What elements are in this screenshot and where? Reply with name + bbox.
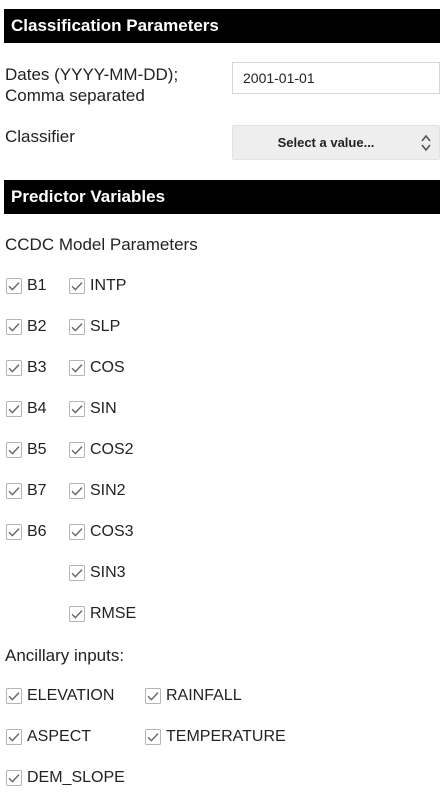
checkbox-coef-sin[interactable]: SIN — [69, 398, 117, 420]
checkbox-coef-cos3[interactable]: COS3 — [69, 521, 134, 543]
checkbox-checked-icon — [6, 483, 22, 499]
checkbox-checked-icon — [69, 483, 85, 499]
checkbox-checked-icon — [6, 688, 22, 704]
checkbox-label: SIN — [90, 400, 117, 417]
checkbox-checked-icon — [69, 278, 85, 294]
checkbox-band-b5[interactable]: B5 — [6, 439, 47, 461]
checkbox-checked-icon — [145, 688, 161, 704]
checkbox-aspect[interactable]: ASPECT — [6, 726, 91, 748]
checkbox-checked-icon — [6, 278, 22, 294]
classifier-select-value: Select a value... — [277, 135, 375, 150]
checkbox-band-b6[interactable]: B6 — [6, 521, 47, 543]
checkbox-band-b2[interactable]: B2 — [6, 316, 47, 338]
dates-label-line2: Comma separated — [5, 86, 145, 105]
checkbox-coef-intp[interactable]: INTP — [69, 275, 126, 297]
checkbox-label: SIN2 — [90, 482, 126, 499]
checkbox-checked-icon — [145, 729, 161, 745]
checkbox-band-b4[interactable]: B4 — [6, 398, 47, 420]
checkbox-label: ASPECT — [27, 728, 92, 745]
classification-parameters-header: Classification Parameters — [4, 9, 440, 43]
predictor-variables-header: Predictor Variables — [4, 180, 440, 214]
checkbox-checked-icon — [6, 319, 22, 335]
checkbox-checked-icon — [6, 770, 22, 786]
classifier-select[interactable]: Select a value... — [232, 125, 440, 160]
checkbox-label: ELEVATION — [27, 687, 115, 704]
checkbox-elevation[interactable]: ELEVATION — [6, 685, 114, 707]
checkbox-coef-cos2[interactable]: COS2 — [69, 439, 134, 461]
ccdc-model-parameters-label: CCDC Model Parameters — [5, 235, 198, 254]
dates-input[interactable] — [232, 62, 440, 94]
up-down-arrows-icon — [421, 135, 431, 151]
checkbox-label: INTP — [90, 277, 127, 294]
checkbox-band-b1[interactable]: B1 — [6, 275, 47, 297]
checkbox-coef-cos[interactable]: COS — [69, 357, 125, 379]
checkbox-checked-icon — [69, 565, 85, 581]
checkbox-label: RAINFALL — [166, 687, 242, 704]
checkbox-label: COS3 — [90, 523, 134, 540]
checkbox-label: DEM_SLOPE — [27, 769, 125, 786]
checkbox-temperature[interactable]: TEMPERATURE — [145, 726, 286, 748]
checkbox-checked-icon — [69, 442, 85, 458]
checkbox-checked-icon — [6, 729, 22, 745]
checkbox-checked-icon — [6, 442, 22, 458]
checkbox-checked-icon — [69, 524, 85, 540]
ancillary-inputs-label: Ancillary inputs: — [5, 646, 125, 665]
checkbox-label: B3 — [27, 359, 47, 376]
checkbox-label: B1 — [27, 277, 47, 294]
classifier-label: Classifier — [5, 127, 75, 146]
checkbox-coef-sin3[interactable]: SIN3 — [69, 562, 126, 584]
checkbox-band-b3[interactable]: B3 — [6, 357, 47, 379]
checkbox-label: RMSE — [90, 605, 137, 622]
checkbox-checked-icon — [6, 524, 22, 540]
checkbox-rainfall[interactable]: RAINFALL — [145, 685, 242, 707]
checkbox-coef-rmse[interactable]: RMSE — [69, 603, 136, 625]
dates-label-line1: Dates (YYYY-MM-DD); — [5, 65, 179, 84]
checkbox-checked-icon — [6, 360, 22, 376]
checkbox-dem-slope[interactable]: DEM_SLOPE — [6, 767, 125, 789]
checkbox-label: B6 — [27, 523, 47, 540]
dates-label: Dates (YYYY-MM-DD); Comma separated — [5, 64, 178, 106]
checkbox-label: COS — [90, 359, 125, 376]
checkbox-checked-icon — [69, 319, 85, 335]
checkbox-label: TEMPERATURE — [166, 728, 286, 745]
checkbox-checked-icon — [69, 360, 85, 376]
checkbox-coef-slp[interactable]: SLP — [69, 316, 120, 338]
checkbox-coef-sin2[interactable]: SIN2 — [69, 480, 126, 502]
checkbox-label: B7 — [27, 482, 47, 499]
checkbox-label: B4 — [27, 400, 47, 417]
checkbox-label: B5 — [27, 441, 47, 458]
checkbox-band-b7[interactable]: B7 — [6, 480, 47, 502]
checkbox-label: SLP — [90, 318, 121, 335]
checkbox-checked-icon — [69, 606, 85, 622]
checkbox-label: COS2 — [90, 441, 134, 458]
checkbox-checked-icon — [69, 401, 85, 417]
checkbox-checked-icon — [6, 401, 22, 417]
checkbox-label: SIN3 — [90, 564, 126, 581]
checkbox-label: B2 — [27, 318, 47, 335]
